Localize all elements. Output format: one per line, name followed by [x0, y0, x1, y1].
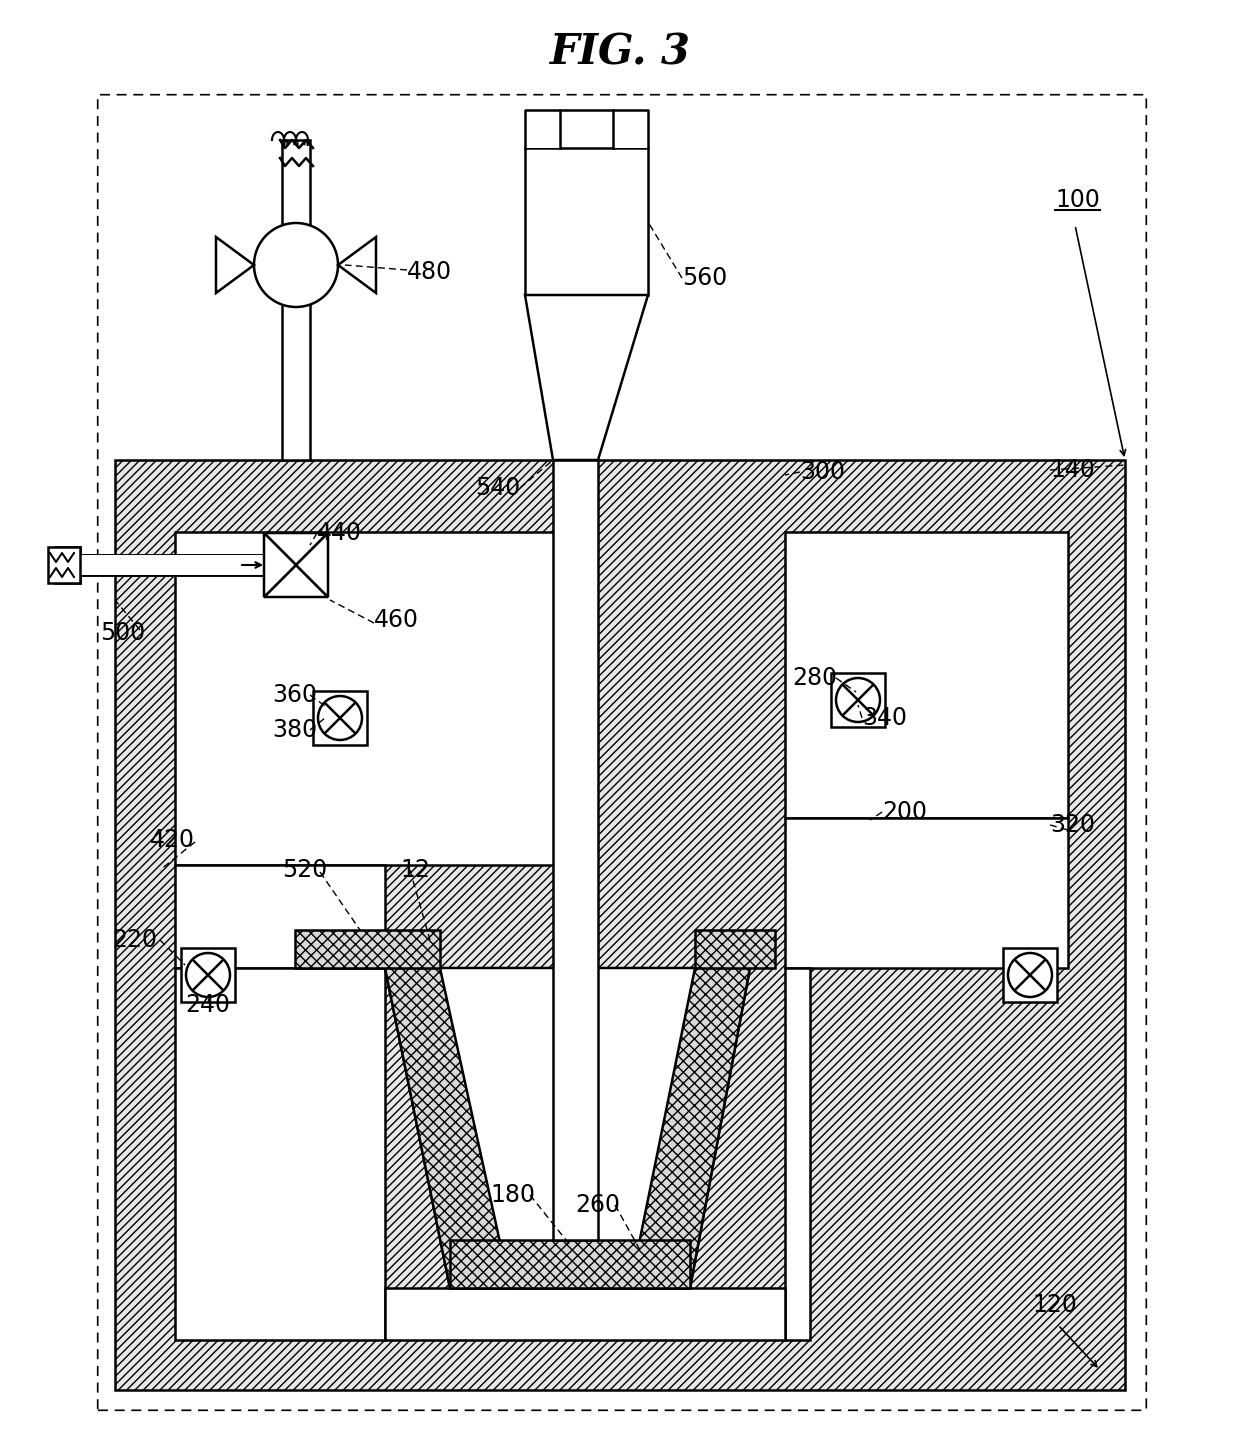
Text: 560: 560	[682, 267, 727, 289]
Circle shape	[186, 953, 229, 997]
Circle shape	[1008, 953, 1052, 997]
Polygon shape	[264, 533, 329, 565]
Circle shape	[836, 678, 880, 722]
Polygon shape	[450, 1240, 689, 1288]
Text: 260: 260	[575, 1194, 620, 1217]
Text: 540: 540	[475, 476, 521, 500]
Polygon shape	[694, 930, 775, 969]
Text: 220: 220	[112, 929, 157, 952]
Polygon shape	[339, 236, 376, 292]
Text: 180: 180	[490, 1184, 534, 1207]
Text: 240: 240	[185, 993, 229, 1017]
Text: 320: 320	[1050, 813, 1095, 837]
Text: 500: 500	[100, 620, 145, 645]
Bar	[785, 818, 1068, 969]
Text: 140: 140	[1050, 459, 1095, 481]
Text: 480: 480	[407, 259, 453, 284]
Text: 120: 120	[1032, 1293, 1076, 1317]
Circle shape	[317, 696, 362, 739]
Text: 460: 460	[374, 608, 419, 632]
Bar	[48, 547, 81, 583]
Bar	[785, 969, 810, 1340]
Polygon shape	[384, 969, 750, 1288]
Text: 100: 100	[1055, 188, 1100, 212]
Text: 360: 360	[272, 684, 317, 706]
Bar	[181, 949, 236, 1002]
Bar	[55, 547, 81, 583]
Bar	[384, 1288, 785, 1340]
Polygon shape	[216, 236, 254, 292]
Text: 420: 420	[150, 828, 195, 853]
Polygon shape	[630, 969, 750, 1288]
Text: 440: 440	[317, 522, 362, 545]
Text: 12: 12	[401, 858, 430, 881]
Polygon shape	[525, 295, 649, 460]
Text: 340: 340	[862, 706, 906, 729]
Bar	[175, 969, 384, 1340]
Polygon shape	[115, 460, 1125, 1390]
Bar	[312, 691, 367, 745]
Bar	[175, 866, 384, 969]
Text: 520: 520	[281, 858, 327, 881]
Polygon shape	[384, 969, 510, 1288]
Bar	[175, 532, 575, 866]
Text: 200: 200	[882, 800, 928, 824]
Bar	[525, 148, 649, 295]
Polygon shape	[264, 565, 329, 598]
Text: FIG. 3: FIG. 3	[549, 32, 691, 73]
Bar	[553, 460, 598, 1240]
Bar	[613, 110, 649, 148]
Bar	[785, 532, 1068, 818]
Polygon shape	[264, 533, 296, 598]
Bar	[55, 555, 264, 575]
Text: 300: 300	[800, 460, 844, 484]
Bar	[831, 674, 885, 727]
Text: 380: 380	[272, 718, 317, 742]
Bar	[1003, 949, 1056, 1002]
Polygon shape	[295, 930, 440, 969]
Circle shape	[254, 224, 339, 307]
Text: 280: 280	[792, 666, 837, 691]
Bar	[281, 140, 310, 460]
Polygon shape	[296, 533, 329, 598]
Bar	[525, 110, 560, 148]
